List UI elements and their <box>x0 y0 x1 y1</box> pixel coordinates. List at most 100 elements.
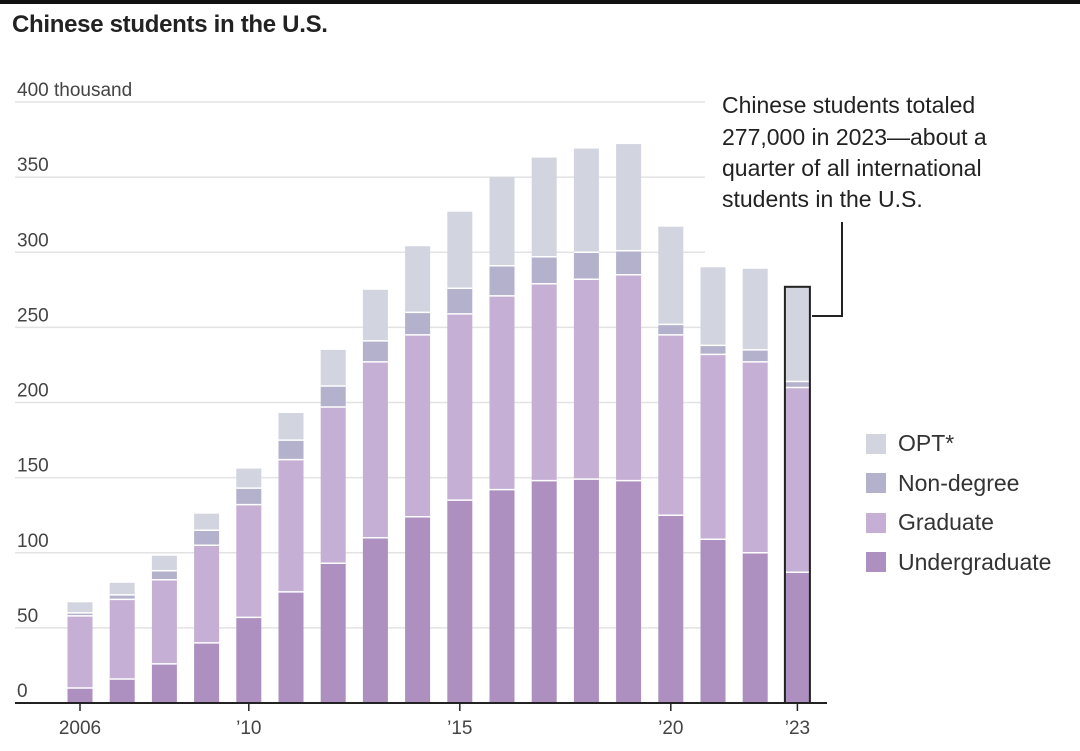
bar-2008-graduate <box>151 579 177 664</box>
annotation-line-3: quarter of all international <box>722 155 982 181</box>
bar-2016-graduate <box>489 295 515 490</box>
bar-2013-graduate <box>362 361 388 538</box>
bar-2007-opt <box>109 582 135 595</box>
bar-2009-graduate <box>194 545 220 643</box>
bar-2023-graduate <box>784 387 810 573</box>
bar-2012-opt <box>320 349 346 386</box>
legend-item-undergraduate: Undergraduate <box>866 543 1051 583</box>
bar-2012-graduate <box>320 407 346 564</box>
bar-2017-opt <box>531 157 557 257</box>
legend-swatch <box>866 512 886 533</box>
bar-2011-graduate <box>278 459 304 592</box>
x-tick-label: ’10 <box>236 718 261 739</box>
bar-2021-undergraduate <box>700 539 726 703</box>
bar-2010-undergraduate <box>236 617 262 703</box>
legend-item-graduate: Graduate <box>866 503 1051 543</box>
bar-2009-undergraduate <box>194 642 220 703</box>
legend: OPT* Non-degree Graduate Undergraduate <box>866 424 1051 582</box>
bar-2008-opt <box>151 555 177 571</box>
bar-2015-opt <box>447 211 473 289</box>
x-tick-label: ’15 <box>447 718 472 739</box>
bar-2009-opt <box>194 513 220 531</box>
bar-2018-undergraduate <box>573 479 599 703</box>
top-rule <box>0 0 1080 4</box>
bar-2006-graduate <box>67 615 93 688</box>
bar-2012-undergraduate <box>320 563 346 703</box>
bar-2017-graduate <box>531 283 557 481</box>
legend-label: Graduate <box>898 509 994 536</box>
bar-2019-nondegree <box>616 250 642 275</box>
bar-2018-nondegree <box>573 252 599 280</box>
legend-item-nondegree: Non-degree <box>866 464 1051 504</box>
bar-2006-nondegree <box>67 612 93 616</box>
bar-2023-undergraduate <box>784 572 810 703</box>
bar-2008-nondegree <box>151 570 177 580</box>
bar-2010-opt <box>236 468 262 489</box>
bar-2016-nondegree <box>489 265 515 296</box>
bar-2007-nondegree <box>109 594 135 600</box>
bar-2013-opt <box>362 289 388 341</box>
bar-2020-graduate <box>658 334 684 516</box>
x-tick-label: 2006 <box>59 718 101 739</box>
bar-2013-undergraduate <box>362 537 388 703</box>
bar-2019-undergraduate <box>616 480 642 703</box>
legend-label: Undergraduate <box>898 548 1052 575</box>
bar-2006-opt <box>67 602 93 613</box>
bar-2012-nondegree <box>320 385 346 408</box>
x-axis-labels: 2006 ’10 ’15 ’20 ’23 <box>59 703 810 739</box>
legend-item-opt: OPT* <box>866 424 1051 464</box>
y-tick-label: 50 <box>17 606 38 627</box>
bar-2010-nondegree <box>236 488 262 505</box>
legend-label: OPT* <box>898 430 955 457</box>
y-tick-label: 400 thousand <box>17 80 132 101</box>
bar-2022-opt <box>742 268 768 350</box>
y-tick-label: 100 <box>17 531 49 552</box>
chart-title: Chinese students in the U.S. <box>12 11 328 38</box>
bar-2021-nondegree <box>700 345 726 355</box>
bar-2010-graduate <box>236 504 262 618</box>
bar-2011-opt <box>278 413 304 441</box>
legend-label: Non-degree <box>898 469 1020 496</box>
bar-2019-opt <box>616 144 642 251</box>
callout-line <box>812 222 843 317</box>
annotation-line-2: 277,000 in 2023—about a <box>722 124 987 150</box>
y-tick-label: 200 <box>17 381 49 402</box>
bar-2007-graduate <box>109 599 135 679</box>
bar-2006-undergraduate <box>67 687 93 703</box>
bar-2014-opt <box>405 246 431 313</box>
y-axis-labels: 0 50 100 150 200 250 300 350 400 thousand <box>17 80 132 702</box>
bar-2020-opt <box>658 226 684 325</box>
bar-2017-undergraduate <box>531 480 557 703</box>
bars <box>67 144 810 703</box>
bar-2018-graduate <box>573 279 599 480</box>
bar-2020-nondegree <box>658 324 684 335</box>
bar-2020-undergraduate <box>658 515 684 703</box>
y-tick-label: 0 <box>17 681 28 702</box>
grid-lines <box>15 101 705 629</box>
legend-swatch <box>866 552 886 573</box>
bar-2013-nondegree <box>362 340 388 362</box>
bar-2011-undergraduate <box>278 591 304 703</box>
bar-2016-undergraduate <box>489 489 515 703</box>
bar-2014-graduate <box>405 334 431 517</box>
bar-2015-nondegree <box>447 288 473 314</box>
bar-2014-undergraduate <box>405 516 431 703</box>
bar-2011-nondegree <box>278 440 304 460</box>
annotation-line-1: Chinese students totaled <box>722 92 975 118</box>
legend-swatch <box>866 433 886 454</box>
bar-2018-opt <box>573 148 599 253</box>
bar-2017-nondegree <box>531 256 557 284</box>
bar-2016-opt <box>489 177 515 266</box>
bar-2009-nondegree <box>194 530 220 546</box>
bar-2007-undergraduate <box>109 678 135 703</box>
bar-2023-opt <box>784 286 810 382</box>
bar-2022-nondegree <box>742 349 768 362</box>
y-tick-label: 150 <box>17 456 49 477</box>
y-tick-label: 350 <box>17 155 49 176</box>
bar-2019-graduate <box>616 274 642 481</box>
x-tick-label: ’20 <box>658 718 683 739</box>
bar-2023-nondegree <box>784 381 810 388</box>
bar-2021-graduate <box>700 354 726 540</box>
bar-2021-opt <box>700 267 726 346</box>
